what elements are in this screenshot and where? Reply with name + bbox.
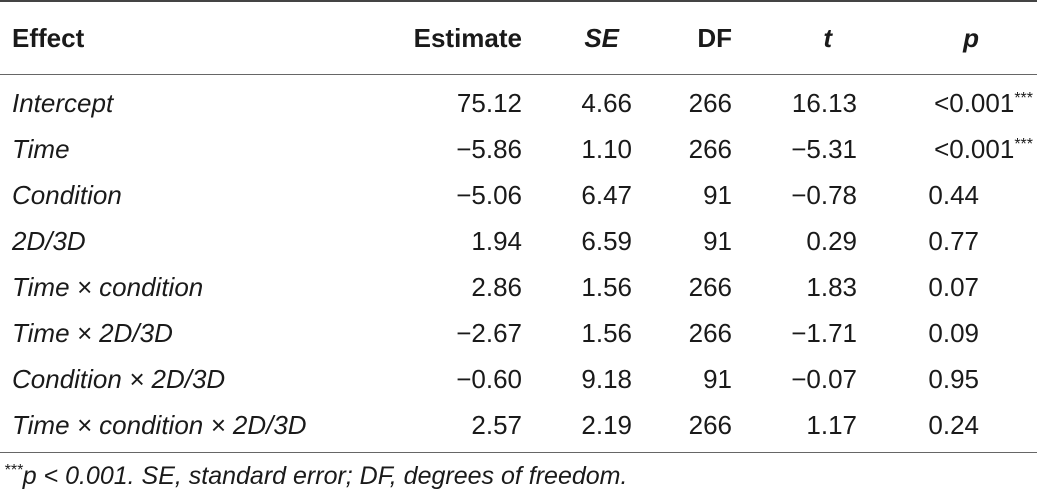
p-value: 0.44 (928, 180, 979, 210)
cell-p: 0.24 (928, 402, 979, 448)
cell-df: 266 (688, 410, 732, 440)
cell-estimate: −0.60 (456, 364, 522, 394)
cell-effect: Time × condition × 2D/3D (12, 410, 307, 440)
cell-df: 91 (703, 364, 732, 394)
cell-p: 0.07 (928, 264, 979, 310)
header-effect: Effect (12, 23, 85, 53)
p-value: 0.07 (928, 272, 979, 302)
significance-stars: *** (1014, 90, 1033, 107)
cell-se: 6.59 (581, 226, 632, 256)
cell-p: 0.09 (928, 310, 979, 356)
cell-p: 0.77 (928, 218, 979, 264)
cell-df: 266 (688, 134, 732, 164)
cell-t: −0.07 (791, 364, 857, 394)
table-row: Condition × 2D/3D −0.60 9.18 91 −0.07 0.95 (0, 356, 1037, 402)
header-estimate: Estimate (413, 23, 522, 53)
cell-df: 91 (703, 180, 732, 210)
cell-estimate: 2.86 (471, 272, 522, 302)
cell-df: 266 (688, 272, 732, 302)
cell-t: 1.83 (806, 272, 857, 302)
cell-p: <0.001*** (934, 80, 1033, 126)
cell-se: 9.18 (581, 364, 632, 394)
cell-estimate: −5.06 (456, 180, 522, 210)
cell-effect: Condition (12, 180, 122, 210)
cell-se: 2.19 (581, 410, 632, 440)
footnote-text: p < 0.001. SE, standard error; DF, degre… (22, 462, 628, 490)
cell-t: 16.13 (791, 88, 857, 118)
table-row: Intercept 75.12 4.66 266 16.13 <0.001*** (0, 80, 1037, 126)
cell-effect: Condition × 2D/3D (12, 364, 226, 394)
cell-t: −1.71 (791, 318, 857, 348)
header-p: p (963, 23, 979, 53)
table-row: Time × condition 2.86 1.56 266 1.83 0.07 (0, 264, 1037, 310)
cell-estimate: −2.67 (456, 318, 522, 348)
header-df: DF (697, 23, 732, 53)
table-header-row: Effect Estimate SE DF t p (0, 15, 1037, 61)
cell-effect: Intercept (12, 88, 114, 118)
footnote-stars: *** (4, 462, 23, 479)
cell-se: 4.66 (581, 88, 632, 118)
cell-estimate: 1.94 (471, 226, 522, 256)
cell-effect: Time × condition (12, 272, 204, 302)
cell-effect: 2D/3D (12, 226, 86, 256)
top-rule (0, 0, 1037, 2)
cell-effect: Time (12, 134, 70, 164)
cell-df: 266 (688, 88, 732, 118)
p-value: <0.001 (934, 134, 1015, 164)
cell-p: 0.95 (928, 356, 979, 402)
cell-t: 0.29 (806, 226, 857, 256)
p-value: 0.24 (928, 410, 979, 440)
table-footnote: ***p < 0.001. SE, standard error; DF, de… (4, 456, 627, 500)
cell-se: 1.56 (581, 318, 632, 348)
table-row: Time × condition × 2D/3D 2.57 2.19 266 1.17 0… (0, 402, 1037, 448)
table-row: 2D/3D 1.94 6.59 91 0.29 0.77 (0, 218, 1037, 264)
header-rule (0, 74, 1037, 75)
cell-p: 0.44 (928, 172, 979, 218)
table-row: Condition −5.06 6.47 91 −0.78 0.44 (0, 172, 1037, 218)
cell-estimate: 2.57 (471, 410, 522, 440)
cell-df: 266 (688, 318, 732, 348)
cell-t: 1.17 (806, 410, 857, 440)
cell-estimate: −5.86 (456, 134, 522, 164)
header-se: SE (584, 23, 619, 53)
table-row: Time × 2D/3D −2.67 1.56 266 −1.71 0.09 (0, 310, 1037, 356)
significance-stars: *** (1014, 136, 1033, 153)
cell-se: 1.56 (581, 272, 632, 302)
cell-effect: Time × 2D/3D (12, 318, 173, 348)
cell-estimate: 75.12 (456, 88, 522, 118)
p-value: <0.001 (934, 88, 1015, 118)
cell-t: −0.78 (791, 180, 857, 210)
cell-se: 1.10 (581, 134, 632, 164)
table-row: Time −5.86 1.10 266 −5.31 <0.001*** (0, 126, 1037, 172)
cell-t: −5.31 (791, 134, 857, 164)
p-value: 0.95 (928, 364, 979, 394)
header-t: t (823, 23, 832, 53)
cell-df: 91 (703, 226, 732, 256)
bottom-rule (0, 452, 1037, 453)
cell-se: 6.47 (581, 180, 632, 210)
p-value: 0.77 (928, 226, 979, 256)
cell-p: <0.001*** (934, 126, 1033, 172)
p-value: 0.09 (928, 318, 979, 348)
